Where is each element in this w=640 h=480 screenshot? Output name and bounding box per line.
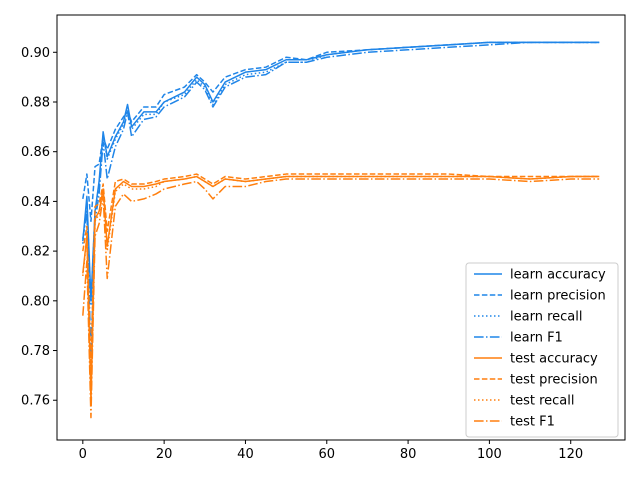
series-line-5: [82, 173, 600, 372]
x-tick-label: 40: [237, 447, 254, 462]
series-line-6: [82, 175, 600, 406]
legend-box: [465, 262, 619, 438]
x-tick-label: 60: [318, 447, 335, 462]
x-tick-label: 120: [558, 447, 583, 462]
legend-label: test accuracy: [510, 352, 598, 367]
x-tick-label: 80: [400, 447, 417, 462]
legend-label: learn recall: [510, 310, 582, 325]
y-tick-label: 0.82: [21, 245, 50, 260]
legend-label: learn precision: [510, 289, 606, 304]
x-axis: 0 20 40 60 80 100 120: [79, 440, 583, 462]
legend-label: test recall: [510, 394, 575, 409]
plot-frame: [56, 14, 626, 441]
y-tick-label: 0.76: [21, 394, 50, 409]
legend-label: test F1: [510, 415, 555, 430]
legend: learn accuracy learn precision learn recal…: [465, 262, 619, 438]
series-layer: [82, 41, 600, 419]
legend-label: learn accuracy: [510, 268, 606, 283]
y-axis: 0.76 0.78 0.80 0.82 0.84 0.86 0.88 0.90: [21, 46, 57, 409]
y-tick-label: 0.90: [21, 46, 50, 61]
series-line-7: [82, 178, 600, 419]
legend-label: test precision: [510, 373, 598, 388]
y-tick-label: 0.88: [21, 95, 50, 110]
y-tick-label: 0.80: [21, 294, 50, 309]
x-tick-label: 100: [477, 447, 502, 462]
y-tick-label: 0.78: [21, 344, 50, 359]
y-tick-label: 0.84: [21, 195, 50, 210]
y-tick-label: 0.86: [21, 145, 50, 160]
series-line-2: [82, 41, 600, 307]
x-tick-label: 20: [156, 447, 173, 462]
legend-label: learn F1: [510, 331, 563, 346]
series-line-3: [82, 41, 600, 357]
x-tick-label: 0: [79, 447, 87, 462]
